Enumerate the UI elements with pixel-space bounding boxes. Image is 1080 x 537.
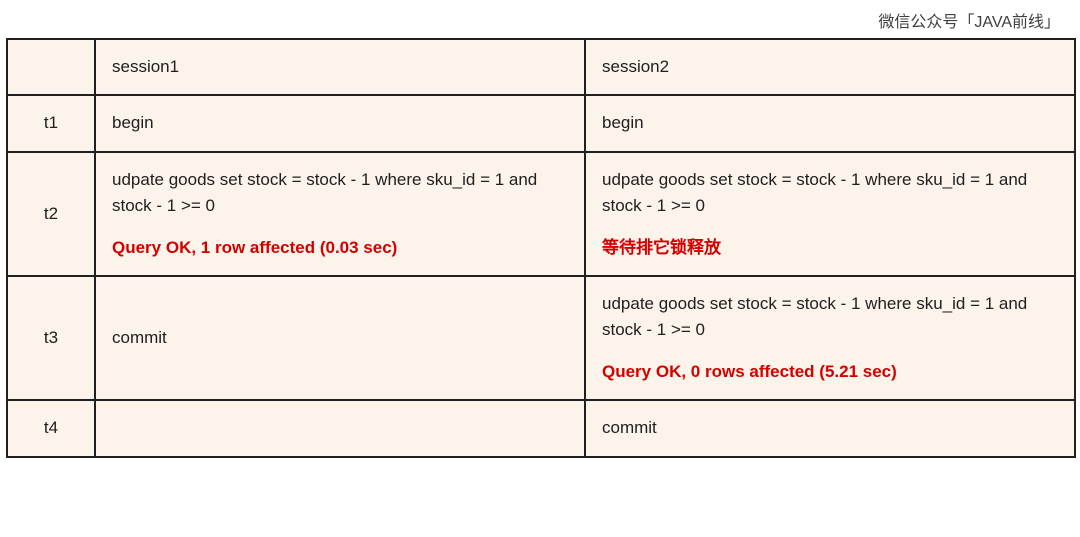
cell-result: Query OK, 0 rows affected (5.21 sec) bbox=[602, 359, 1058, 385]
table-row: t3 commit udpate goods set stock = stock… bbox=[7, 276, 1075, 400]
table-row: t4 commit bbox=[7, 400, 1075, 456]
col-header-session1: session1 bbox=[95, 39, 585, 95]
spacer bbox=[602, 219, 1058, 234]
cell-result: Query OK, 1 row affected (0.03 sec) bbox=[112, 235, 568, 261]
cell-session1: begin bbox=[95, 95, 585, 151]
cell-text: begin bbox=[112, 113, 154, 132]
cell-session1: commit bbox=[95, 276, 585, 400]
cell-text: udpate goods set stock = stock - 1 where… bbox=[602, 167, 1058, 220]
table-row: t1 begin begin bbox=[7, 95, 1075, 151]
cell-session2: udpate goods set stock = stock - 1 where… bbox=[585, 152, 1075, 276]
cell-session2: udpate goods set stock = stock - 1 where… bbox=[585, 276, 1075, 400]
cell-result: 等待排它锁释放 bbox=[602, 235, 1058, 261]
table-header-row: session1 session2 bbox=[7, 39, 1075, 95]
table-row: t2 udpate goods set stock = stock - 1 wh… bbox=[7, 152, 1075, 276]
col-header-session2: session2 bbox=[585, 39, 1075, 95]
spacer bbox=[112, 219, 568, 234]
cell-text: udpate goods set stock = stock - 1 where… bbox=[602, 291, 1058, 344]
cell-session1: udpate goods set stock = stock - 1 where… bbox=[95, 152, 585, 276]
cell-text: udpate goods set stock = stock - 1 where… bbox=[112, 167, 568, 220]
cell-text: commit bbox=[602, 418, 657, 437]
cell-session2: begin bbox=[585, 95, 1075, 151]
cell-session2: commit bbox=[585, 400, 1075, 456]
header-credit: 微信公众号「JAVA前线」 bbox=[0, 0, 1080, 38]
cell-time: t4 bbox=[7, 400, 95, 456]
session-table: session1 session2 t1 begin begin t2 udpa… bbox=[6, 38, 1076, 458]
cell-session1 bbox=[95, 400, 585, 456]
cell-time: t2 bbox=[7, 152, 95, 276]
cell-time: t1 bbox=[7, 95, 95, 151]
spacer bbox=[602, 344, 1058, 359]
col-header-time bbox=[7, 39, 95, 95]
cell-text: begin bbox=[602, 113, 644, 132]
cell-text: commit bbox=[112, 328, 167, 347]
cell-time: t3 bbox=[7, 276, 95, 400]
